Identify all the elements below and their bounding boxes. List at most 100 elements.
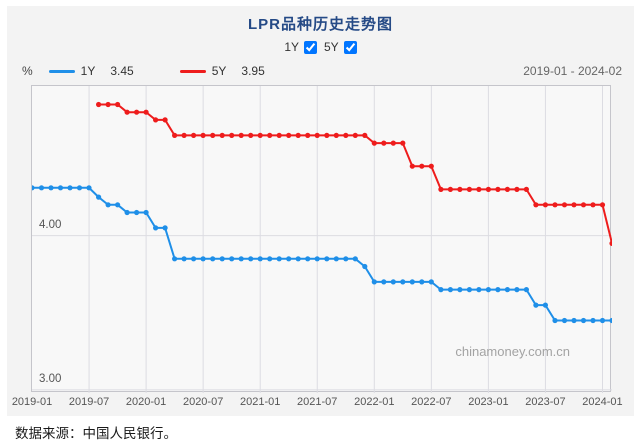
series-5Y-point — [590, 202, 596, 208]
series-5Y-point — [343, 132, 349, 138]
series-1Y-point — [343, 256, 349, 262]
series-1Y-point — [134, 209, 140, 216]
series-1Y-point — [305, 256, 311, 262]
toggle-5y: 5Y — [324, 40, 357, 54]
series-1Y-point — [324, 256, 330, 262]
series-5Y-point — [580, 202, 587, 208]
series-1Y-point — [552, 317, 558, 324]
series-1Y-point — [362, 263, 368, 270]
series-5Y-line — [98, 103, 612, 244]
series-1Y-point — [67, 185, 73, 191]
series-1Y-point — [571, 317, 577, 324]
series-5Y-point — [571, 202, 577, 208]
legend-swatch-1y-icon — [48, 69, 75, 73]
series-1Y-point — [105, 202, 111, 208]
series-5Y-point — [476, 186, 482, 192]
series-1Y-point — [181, 256, 187, 262]
series-1Y-point — [219, 256, 225, 262]
series-5Y-point — [447, 186, 453, 192]
series-5Y-point — [172, 132, 178, 138]
series-1Y-point — [32, 185, 35, 191]
series-1Y-point — [561, 317, 568, 324]
series-1Y-point — [333, 256, 339, 262]
series-5Y-point — [561, 202, 568, 208]
toggle-1y: 1Y — [284, 40, 317, 54]
checkbox-5y[interactable] — [343, 40, 357, 54]
series-5Y-point — [219, 132, 225, 138]
series-1Y-point — [162, 225, 168, 231]
series-5Y-point — [134, 109, 140, 115]
series-5Y-point — [457, 186, 463, 192]
series-5Y-point — [257, 132, 263, 138]
series-5Y-point — [523, 186, 529, 192]
series-5Y-point — [305, 132, 311, 138]
series-5Y-point — [324, 132, 330, 138]
x-axis-label: 2023-01 — [468, 396, 509, 408]
series-1Y-line — [32, 186, 612, 322]
series-5Y-point — [267, 132, 273, 138]
series-1Y-point — [580, 317, 587, 324]
series-5Y-point — [143, 109, 149, 115]
series-1Y-point — [533, 302, 539, 308]
series-1Y-point — [523, 287, 529, 293]
series-5Y-point — [162, 117, 168, 123]
chart-title: LPR品种历史走势图 — [247, 16, 393, 33]
series-1Y-point — [314, 256, 320, 262]
x-axis-label: 2023-07 — [525, 396, 566, 408]
series-1Y-point — [38, 185, 45, 191]
series-1Y-point — [447, 287, 453, 293]
legend-swatch-5y-icon — [179, 69, 206, 73]
series-5Y-point — [153, 117, 159, 123]
series-5Y-point — [514, 186, 520, 192]
series-1Y-point — [191, 256, 197, 262]
series-5Y-point — [599, 202, 606, 208]
series-5Y-point — [210, 132, 216, 138]
series-1Y-point — [409, 279, 415, 285]
series-1Y-point — [248, 256, 254, 262]
x-axis-label: 2021-07 — [297, 396, 338, 408]
series-1Y-point — [153, 225, 159, 231]
series-5Y-point — [181, 132, 187, 138]
series-1Y-point — [476, 287, 482, 293]
series-5Y-point — [381, 140, 387, 146]
checkbox-1y[interactable] — [304, 40, 317, 54]
series-5Y-point — [96, 101, 102, 108]
series-5Y-point — [400, 140, 406, 146]
series-5Y-point — [504, 186, 510, 192]
series-5Y-point — [295, 132, 301, 138]
series-5Y-point — [248, 132, 254, 138]
series-5Y-point — [115, 101, 121, 108]
series-5Y-point — [124, 109, 130, 115]
series-5Y-point — [276, 132, 282, 138]
toggle-1y-label: 1Y — [284, 40, 299, 54]
x-axis-label: 2024-01 — [582, 396, 623, 408]
series-5Y-point — [466, 186, 472, 192]
lpr-chart-svg — [32, 86, 612, 393]
series-5Y-point — [485, 186, 491, 192]
x-axis-label: 2021-01 — [240, 396, 281, 408]
legend-item-5y: 5Y 3.95 — [179, 64, 265, 78]
series-1Y-point — [609, 317, 612, 324]
series-1Y-point — [238, 256, 244, 262]
series-5Y-point — [229, 132, 235, 138]
series-5Y-point — [428, 163, 434, 169]
series-5Y-point — [438, 186, 444, 192]
series-1Y-point — [400, 279, 406, 285]
legend-name-5y: 5Y — [211, 64, 227, 78]
series-5Y-point — [238, 132, 244, 138]
toggle-5y-label: 5Y — [324, 40, 339, 54]
x-axis-label: 2022-01 — [354, 396, 395, 408]
series-1Y-point — [48, 185, 54, 191]
series-1Y-point — [590, 317, 596, 324]
series-5Y-point — [409, 163, 415, 169]
series-1Y-point — [76, 185, 83, 191]
series-5Y-point — [191, 132, 197, 138]
legend: % 1Y 3.45 5Y 3.95 2019-01 - 2024-02 — [22, 63, 622, 79]
legend-value-5y: 3.95 — [241, 64, 265, 78]
plot-area: 4.00 3.00 chinamoney.com.cn — [31, 85, 612, 393]
series-1Y-point — [504, 287, 510, 293]
series-1Y-point — [381, 279, 387, 285]
x-axis-label: 2019-01 — [11, 396, 53, 408]
series-1Y-point — [143, 209, 149, 216]
series-1Y-point — [200, 256, 206, 262]
